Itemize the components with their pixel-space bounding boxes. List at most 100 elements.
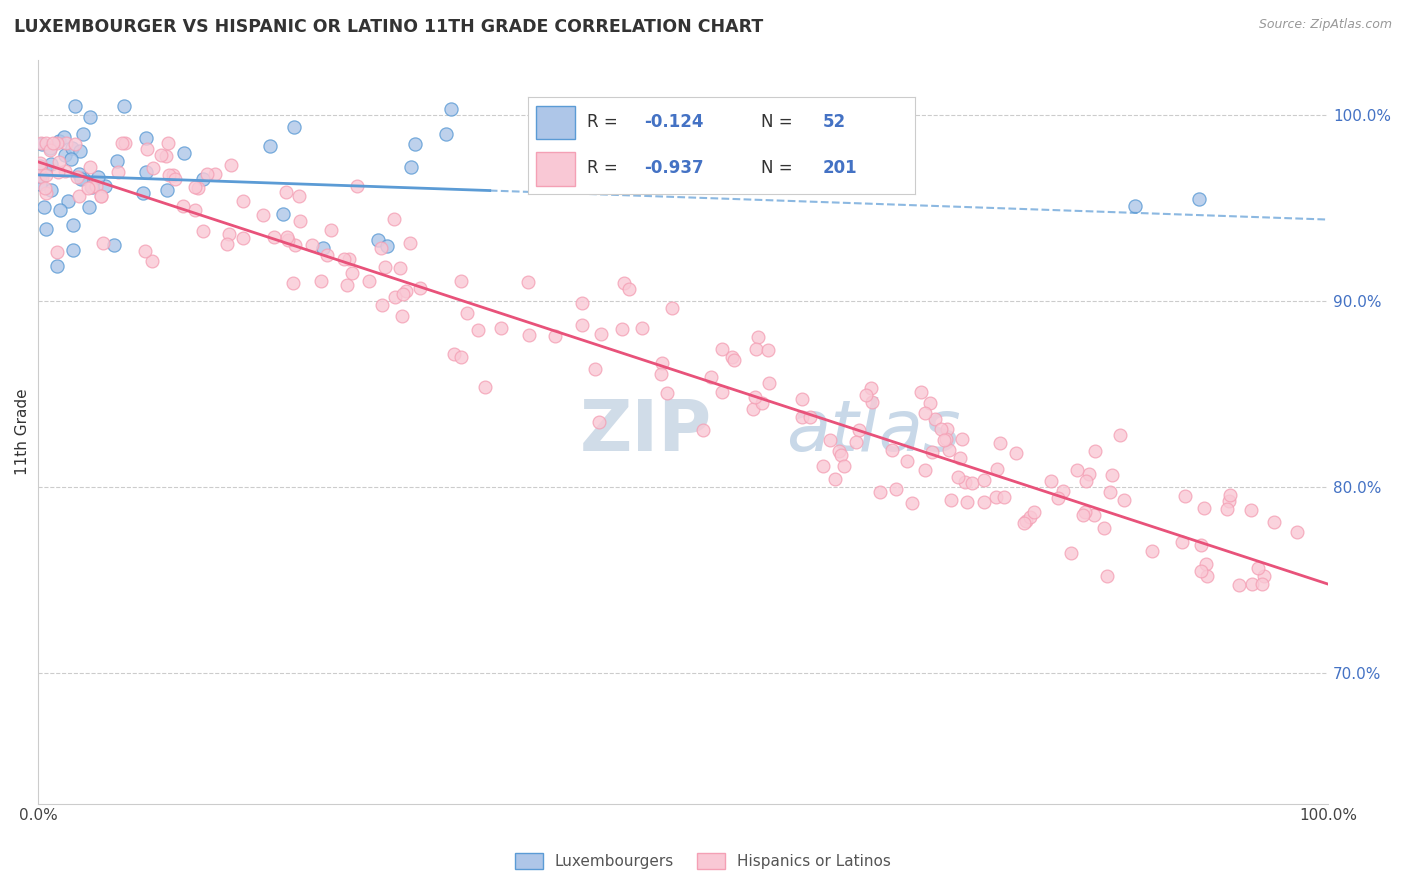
Point [91,236,114,251]
Point [953,475,976,489]
Point [312,241,335,255]
Point [371,298,394,312]
Point [792,409,814,424]
Point [474,380,496,394]
Point [90,189,112,203]
Point [374,260,396,274]
Point [46,165,69,179]
Point [48,155,70,169]
Point [924,411,946,425]
Point [984,490,1007,504]
Point [818,434,841,448]
Point [1101,467,1123,482]
Point [935,422,957,436]
Point [80,179,103,194]
Point [956,495,979,509]
Point [195,167,218,181]
Point [79,110,101,124]
Point [87,170,110,185]
Point [758,376,780,391]
Point [156,183,179,197]
Point [588,415,610,429]
Point [950,433,973,447]
Point [359,274,381,288]
Point [28,177,51,191]
Point [382,211,405,226]
Point [263,229,285,244]
Point [112,99,135,113]
Point [1195,557,1218,571]
Point [845,434,868,449]
Point [273,207,295,221]
Point [63,99,86,113]
Point [692,423,714,437]
Point [973,495,995,509]
Point [1140,544,1163,558]
Point [163,172,186,186]
Point [157,136,180,151]
Point [63,136,86,151]
Point [1083,508,1105,522]
Point [62,244,84,258]
Point [456,306,478,320]
Point [1195,569,1218,583]
Point [744,390,766,404]
Point [35,168,58,182]
Point [316,248,339,262]
Point [742,401,765,416]
Point [232,231,254,245]
Text: Source: ZipAtlas.com: Source: ZipAtlas.com [1258,18,1392,31]
Point [1253,569,1275,583]
Point [1018,510,1040,524]
Point [46,259,69,273]
Point [1123,199,1146,213]
Point [751,396,773,410]
Point [309,274,332,288]
Point [39,183,62,197]
Point [135,142,157,156]
Point [60,153,83,167]
Point [252,209,274,223]
Point [232,194,254,208]
Point [650,368,672,382]
Point [860,395,883,409]
Point [35,186,58,201]
Point [287,189,309,203]
Point [132,186,155,201]
Point [900,495,922,509]
Point [436,128,458,142]
Point [544,329,567,343]
Point [336,278,359,293]
Point [215,237,238,252]
Point [824,472,846,486]
Point [62,218,84,232]
Point [45,136,67,151]
Point [610,322,633,336]
Point [830,449,852,463]
Point [918,396,941,410]
Point [859,381,882,395]
Point [277,233,299,247]
Point [1109,427,1132,442]
Point [72,127,94,141]
Point [49,202,72,217]
Point [337,252,360,266]
Point [219,158,242,172]
Point [31,136,53,151]
Point [921,445,943,459]
Point [77,200,100,214]
Point [28,156,51,170]
Point [1098,485,1121,500]
Point [34,200,56,214]
Point [1219,488,1241,502]
Point [711,385,734,400]
Point [187,181,209,195]
Point [651,356,673,370]
Point [392,287,415,301]
Point [53,164,76,178]
Point [111,136,134,151]
Point [191,224,214,238]
Point [105,154,128,169]
Point [72,170,94,185]
Point [56,194,79,208]
